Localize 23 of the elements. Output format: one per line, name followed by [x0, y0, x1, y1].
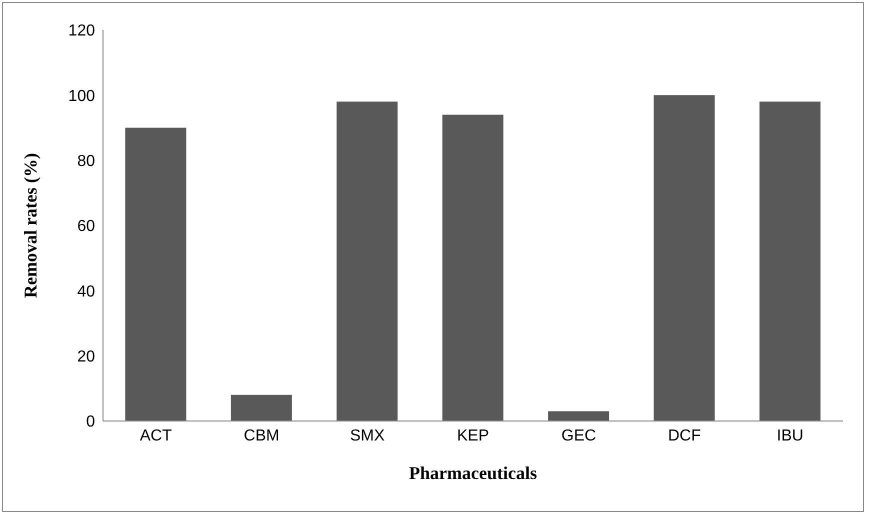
y-tick-label: 20	[77, 348, 96, 366]
y-axis-title: Removal rates (%)	[20, 153, 40, 298]
x-tick-label: GEC	[561, 427, 596, 444]
x-axis-title: Pharmaceuticals	[409, 463, 537, 483]
x-tick-label: DCF	[668, 427, 702, 444]
x-tick-label: IBU	[776, 427, 804, 444]
x-tick-label: CBM	[244, 427, 280, 444]
bar	[442, 114, 504, 421]
x-tick-label: KEP	[456, 427, 490, 444]
bar	[759, 102, 820, 421]
bar	[548, 411, 610, 421]
bar	[336, 102, 398, 421]
y-tick-label: 80	[77, 153, 96, 170]
y-tick-label: 60	[77, 218, 96, 236]
y-tick-label: 120	[68, 22, 96, 40]
bar	[654, 95, 715, 421]
y-tick-label: 0	[86, 414, 96, 431]
x-tick-label: SMX	[350, 427, 385, 444]
y-tick-label: 40	[77, 283, 96, 300]
x-tick-label: ACT	[140, 427, 172, 444]
bar	[125, 128, 186, 421]
y-tick-label: 100	[68, 88, 96, 105]
bar	[230, 394, 292, 421]
